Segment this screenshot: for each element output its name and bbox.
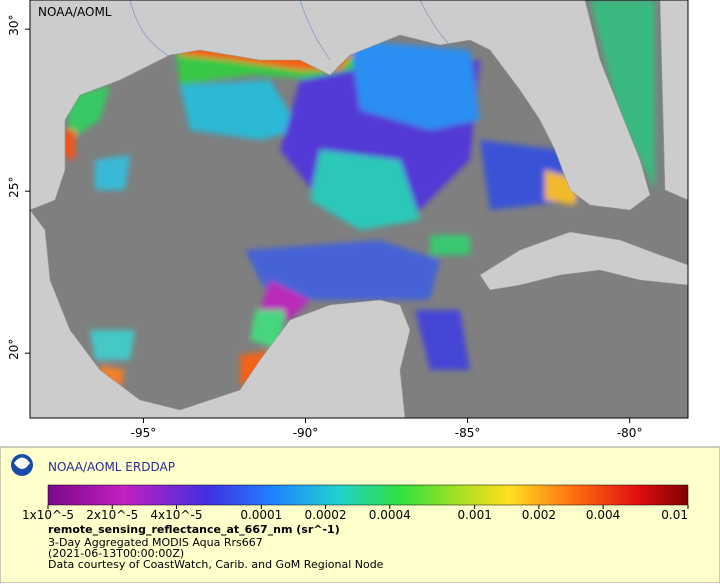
description-line: 3-Day Aggregated MODIS Aqua Rrs667 [48,536,263,549]
colorbar [47,484,689,506]
noaa-logo-bird [14,457,30,469]
axes: -95° -90° -85° -80° 30° 25° 20° [7,15,642,440]
x-tick-label: -90° [293,426,319,440]
colorbar-tick-label: 1x10^-5 [22,508,74,522]
land [30,0,688,418]
y-tick-label: 25° [7,177,21,198]
map-frame [29,0,689,419]
colorbar-tick-label: 0.0004 [369,508,411,522]
x-tick-label: -80° [617,426,643,440]
colorbar-tick-label: 0.001 [457,508,491,522]
y-tick-label: 30° [7,15,21,36]
y-tick-label: 20° [7,339,21,360]
data-swaths [60,0,655,390]
map: NOAA/AOML [30,0,688,418]
legend-panel [0,446,720,584]
corner-label: NOAA/AOML [38,5,112,19]
rivers [129,0,451,61]
colorbar-tick-label: 4x10^-5 [150,508,202,522]
colorbar-tick-label: 0.004 [586,508,620,522]
x-tick-label: -85° [455,426,481,440]
colorbar-ticks: 1x10^-5 2x10^-5 4x10^-5 0.0001 0.0002 0.0004 0… [22,505,689,522]
x-tick-label: -95° [131,426,157,440]
colorbar-tick-label: 2x10^-5 [86,508,138,522]
colorbar-tick-label: 0.002 [522,508,556,522]
colorbar-tick-label: 0.0001 [240,508,282,522]
description-line: (2021-06-13T00:00:00Z) [48,547,184,560]
colorbar-tick-label: 0.0002 [305,508,347,522]
legend-title: NOAA/AOML ERDDAP [48,460,175,474]
colorbar-tick-label: 0.01 [661,508,688,522]
description-line: Data courtesy of CoastWatch, Carib. and … [48,558,384,571]
variable-name: remote_sensing_reflectance_at_667_nm (sr… [48,523,340,536]
